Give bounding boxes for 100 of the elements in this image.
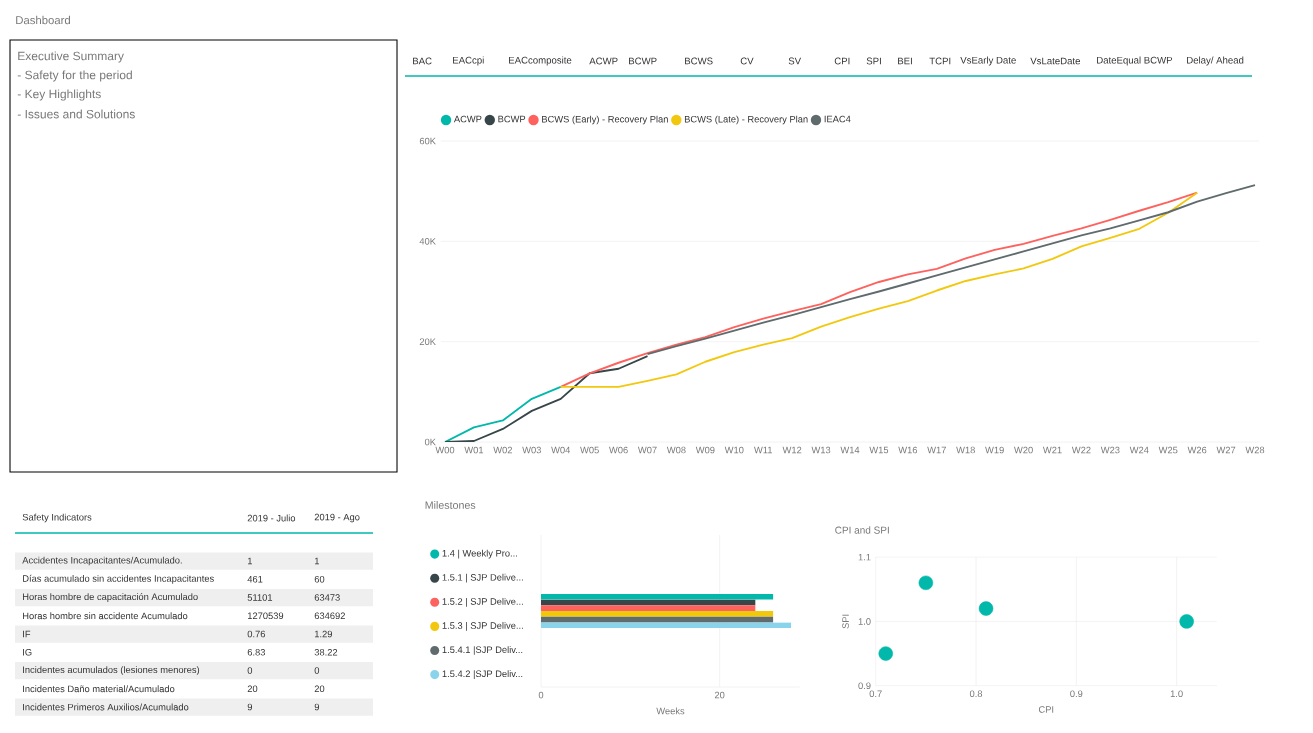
legend-label: BCWS (Early) - Recovery Plan (542, 115, 668, 125)
y-tick-label: 1.0 (858, 618, 871, 625)
x-tick-label: W26 (1187, 446, 1207, 454)
category-label: IF (23, 630, 31, 638)
x-tick-label: W21 (1042, 446, 1062, 454)
text: BCWS (685, 57, 713, 65)
legend-label: 1.4 | Weekly Pro... (442, 549, 517, 559)
legend-label: BCWS (Late) - Recovery Plan (684, 115, 808, 125)
legend-label: 1.5.1 | SJP Delive... (442, 573, 523, 583)
x-tick-label: W10 (724, 446, 744, 454)
category-label: Incidentes Primeros Auxilios/Acumulado (23, 703, 189, 711)
data-label: 9 (314, 703, 320, 711)
text: Safety Indicators (22, 513, 92, 523)
text: VsLateDate (1030, 57, 1081, 65)
y-tick-label: 0K (424, 438, 436, 446)
x-tick-label: W13 (811, 446, 831, 454)
x-tick-label: W01 (464, 446, 484, 454)
text: SPI (866, 57, 881, 65)
data-label: 20 (247, 685, 258, 693)
text: SV (788, 57, 802, 65)
legend-label: BCWP (498, 115, 526, 123)
x-tick-label: W04 (551, 446, 571, 454)
y-tick-label: 1.1 (858, 553, 871, 561)
x-tick-label: 20 (714, 691, 725, 699)
x-tick-label: W27 (1216, 446, 1236, 454)
data-label: 38.22 (314, 648, 338, 656)
text: BEI (898, 57, 912, 65)
x-tick-label: W03 (522, 446, 541, 454)
legend-label: 1.5.2 | SJP Delive... (442, 597, 523, 607)
x-tick-label: W28 (1245, 446, 1265, 454)
x-tick-label: W09 (695, 446, 715, 454)
text: BAC (413, 57, 432, 65)
text: ACWP (589, 57, 618, 65)
data-label: 1270539 (247, 612, 284, 620)
data-label: 51101 (247, 594, 273, 601)
data-label: 63473 (314, 594, 340, 601)
x-tick-label: 0.8 (969, 690, 983, 698)
data-label: 9 (247, 703, 253, 711)
data-label: 20 (314, 685, 325, 693)
x-tick-label: W18 (956, 446, 975, 454)
category-label: Horas hombre sin accidente Acumulado (23, 612, 188, 620)
data-label: 0 (314, 667, 320, 674)
legend-label: 1.5.3 | SJP Delive... (442, 622, 523, 631)
data-label: 1.29 (314, 630, 332, 638)
text: CPI (834, 57, 850, 65)
x-tick-label: W12 (782, 446, 802, 454)
data-label: 60 (314, 575, 325, 583)
legend-label: 1.5.4.1 |SJP Deliv... (442, 646, 523, 655)
x-tick-label: W08 (666, 446, 686, 454)
text: - Key Highlights (17, 89, 101, 101)
text: VsEarly Date (960, 56, 1016, 66)
y-tick-label: 40K (419, 238, 436, 245)
data-label: 1 (314, 557, 319, 565)
legend-label: IEAC4 (824, 115, 851, 123)
x-tick-label: W05 (580, 446, 599, 454)
y-axis-title: SPI (842, 614, 849, 629)
category-label: Horas hombre de capacitación Acumulado (23, 593, 198, 602)
text: 2019 - Julio (247, 514, 296, 522)
x-tick-label: W25 (1158, 446, 1178, 454)
text: TCPI (929, 57, 951, 65)
text: EACcomposite (509, 56, 572, 66)
text: - Safety for the period (17, 70, 132, 82)
chart-title: CPI and SPI (835, 526, 889, 534)
text: - Issues and Solutions (17, 109, 135, 119)
x-tick-label: W00 (435, 446, 455, 454)
x-tick-label: W15 (869, 446, 889, 454)
data-label: 6.83 (247, 648, 266, 656)
x-tick-label: W14 (840, 446, 860, 454)
x-tick-label: W20 (1014, 446, 1033, 454)
text: BCWP (629, 57, 657, 65)
y-tick-label: 20K (419, 338, 436, 345)
x-tick-label: W19 (985, 446, 1004, 454)
data-label: 1 (247, 557, 252, 565)
x-tick-label: W23 (1100, 446, 1120, 454)
x-tick-label: W22 (1071, 446, 1091, 454)
text: 2019 - Ago (314, 513, 360, 523)
x-tick-label: W02 (493, 446, 512, 454)
data-label: 0.76 (247, 630, 266, 638)
text: Milestones (425, 501, 476, 509)
text: Delay/ Ahead (1187, 56, 1244, 66)
x-tick-label: W11 (754, 446, 773, 454)
category-label: Incidentes Daño material/Acumulado (23, 685, 175, 693)
text: DateEqual BCWP (1097, 56, 1173, 66)
legend-label: 1.5.4.2 |SJP Deliv... (442, 670, 523, 679)
x-tick-label: W24 (1129, 446, 1149, 454)
y-tick-label: 0.9 (858, 682, 871, 690)
data-label: 461 (247, 575, 263, 583)
x-axis-title: Weeks (656, 707, 685, 715)
x-tick-label: 0.9 (1070, 690, 1083, 698)
x-tick-label: 1.0 (1170, 690, 1183, 698)
category-label: Accidentes Incapacitantes/Acumulado. (22, 556, 182, 566)
x-tick-label: W17 (927, 446, 946, 454)
legend-label: ACWP (453, 115, 482, 123)
x-axis-title: CPI (1038, 706, 1054, 713)
category-label: IG (23, 648, 32, 656)
x-tick-label: W16 (898, 446, 918, 454)
data-label: 0 (247, 667, 253, 674)
y-tick-label: 60K (419, 137, 436, 145)
text: Executive Summary (18, 51, 124, 63)
category-label: Incidentes acumulados (lesiones menores) (23, 666, 200, 675)
